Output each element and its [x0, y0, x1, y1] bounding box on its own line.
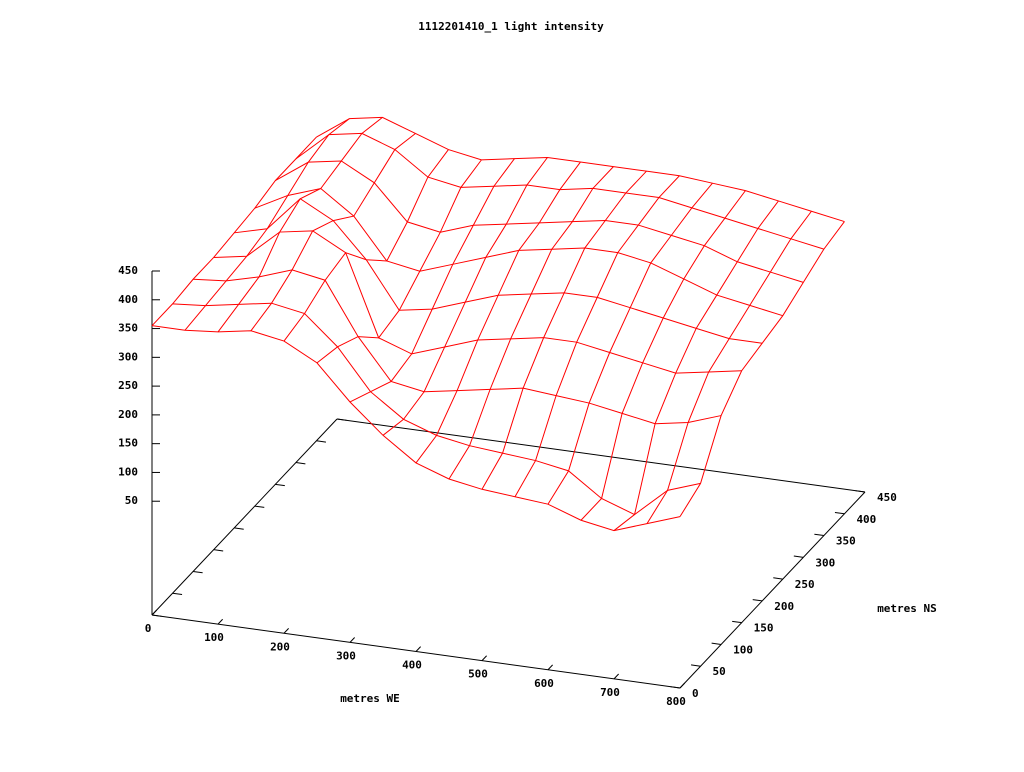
surface-column [481, 170, 647, 490]
surface-column [316, 159, 482, 364]
surface-row [172, 302, 701, 516]
x-tick [283, 628, 289, 634]
y-tick [752, 599, 763, 602]
x-tick [217, 618, 223, 625]
y-tick [732, 620, 742, 624]
surface-column [514, 175, 680, 497]
x-tick-label: 600 [534, 677, 554, 690]
z-tick-label: 50 [125, 494, 138, 507]
x-tick-label: 100 [204, 631, 224, 644]
base-edge [151, 418, 338, 616]
y-tick [690, 664, 701, 667]
surface-column [580, 190, 746, 521]
surface-row [254, 187, 783, 317]
z-tick-label: 100 [118, 465, 138, 478]
y-tick-label: 250 [795, 578, 815, 591]
y-tick [711, 642, 722, 645]
y-tick-label: 50 [713, 665, 726, 678]
surface-row [213, 230, 742, 374]
surface-column [679, 221, 845, 517]
x-tick [415, 646, 421, 652]
x-tick-label: 800 [666, 695, 686, 708]
y-axis [679, 491, 866, 689]
z-tick-label: 350 [118, 322, 138, 335]
z-tick-label: 150 [118, 437, 138, 450]
y-tick-mirror [254, 505, 265, 508]
x-tick [679, 682, 685, 689]
x-tick-label: 300 [336, 649, 356, 662]
surface-column [151, 136, 317, 327]
surface-column [415, 161, 581, 464]
y-tick-label: 400 [856, 513, 876, 526]
surface-column [250, 133, 416, 332]
y-tick [855, 490, 866, 493]
surface-row [316, 116, 845, 223]
y-tick-mirror [193, 570, 203, 574]
x-tick [481, 655, 487, 661]
surface-column [382, 157, 548, 436]
z-tick-label: 300 [118, 350, 138, 363]
x-axis-label: metres WE [340, 692, 400, 705]
surface-row [193, 269, 722, 425]
y-tick-mirror [151, 614, 162, 617]
surface-column [283, 149, 449, 342]
y-tick [834, 511, 845, 515]
surface-column [613, 200, 779, 531]
surface-column [448, 166, 614, 480]
x-tick [349, 637, 355, 643]
x-tick [547, 664, 553, 671]
surface-column [184, 118, 350, 331]
chart-title: 1112201410_1 light intensity [418, 20, 604, 33]
y-tick-mirror [336, 418, 347, 421]
y-tick [670, 686, 681, 689]
surface-column [349, 158, 515, 403]
y-tick [773, 577, 783, 580]
surface-column [646, 210, 812, 524]
y-tick-mirror [213, 549, 224, 552]
y-tick-label: 200 [774, 600, 794, 613]
y-tick [814, 533, 824, 537]
surface-row [275, 160, 804, 283]
y-tick-mirror [295, 462, 306, 465]
x-tick-label: 400 [402, 659, 422, 672]
y-tick-label: 100 [733, 643, 753, 656]
x-tick-label: 200 [270, 640, 290, 653]
y-axis-label: metres NS [877, 602, 937, 615]
y-tick-mirror [172, 592, 183, 596]
y-tick-mirror [316, 440, 327, 443]
surface-column [547, 182, 713, 505]
x-tick-label: 0 [145, 622, 152, 635]
z-tick-label: 250 [118, 379, 138, 392]
y-tick-label: 300 [815, 556, 835, 569]
y-tick [793, 555, 804, 558]
y-tick-mirror [234, 527, 244, 530]
y-tick-label: 450 [877, 491, 897, 504]
z-tick-label: 200 [118, 408, 138, 421]
x-tick [151, 609, 157, 616]
base-edge [336, 418, 866, 493]
y-tick-label: 150 [754, 622, 774, 635]
z-tick-label: 400 [118, 293, 138, 306]
x-tick-label: 700 [600, 686, 620, 699]
x-tick [613, 673, 619, 680]
y-tick-mirror [275, 483, 285, 487]
z-tick-label: 450 [118, 264, 138, 277]
surface-column [217, 117, 383, 333]
y-tick-label: 350 [836, 535, 856, 548]
x-tick-label: 500 [468, 668, 488, 681]
y-tick-label: 0 [692, 687, 699, 700]
